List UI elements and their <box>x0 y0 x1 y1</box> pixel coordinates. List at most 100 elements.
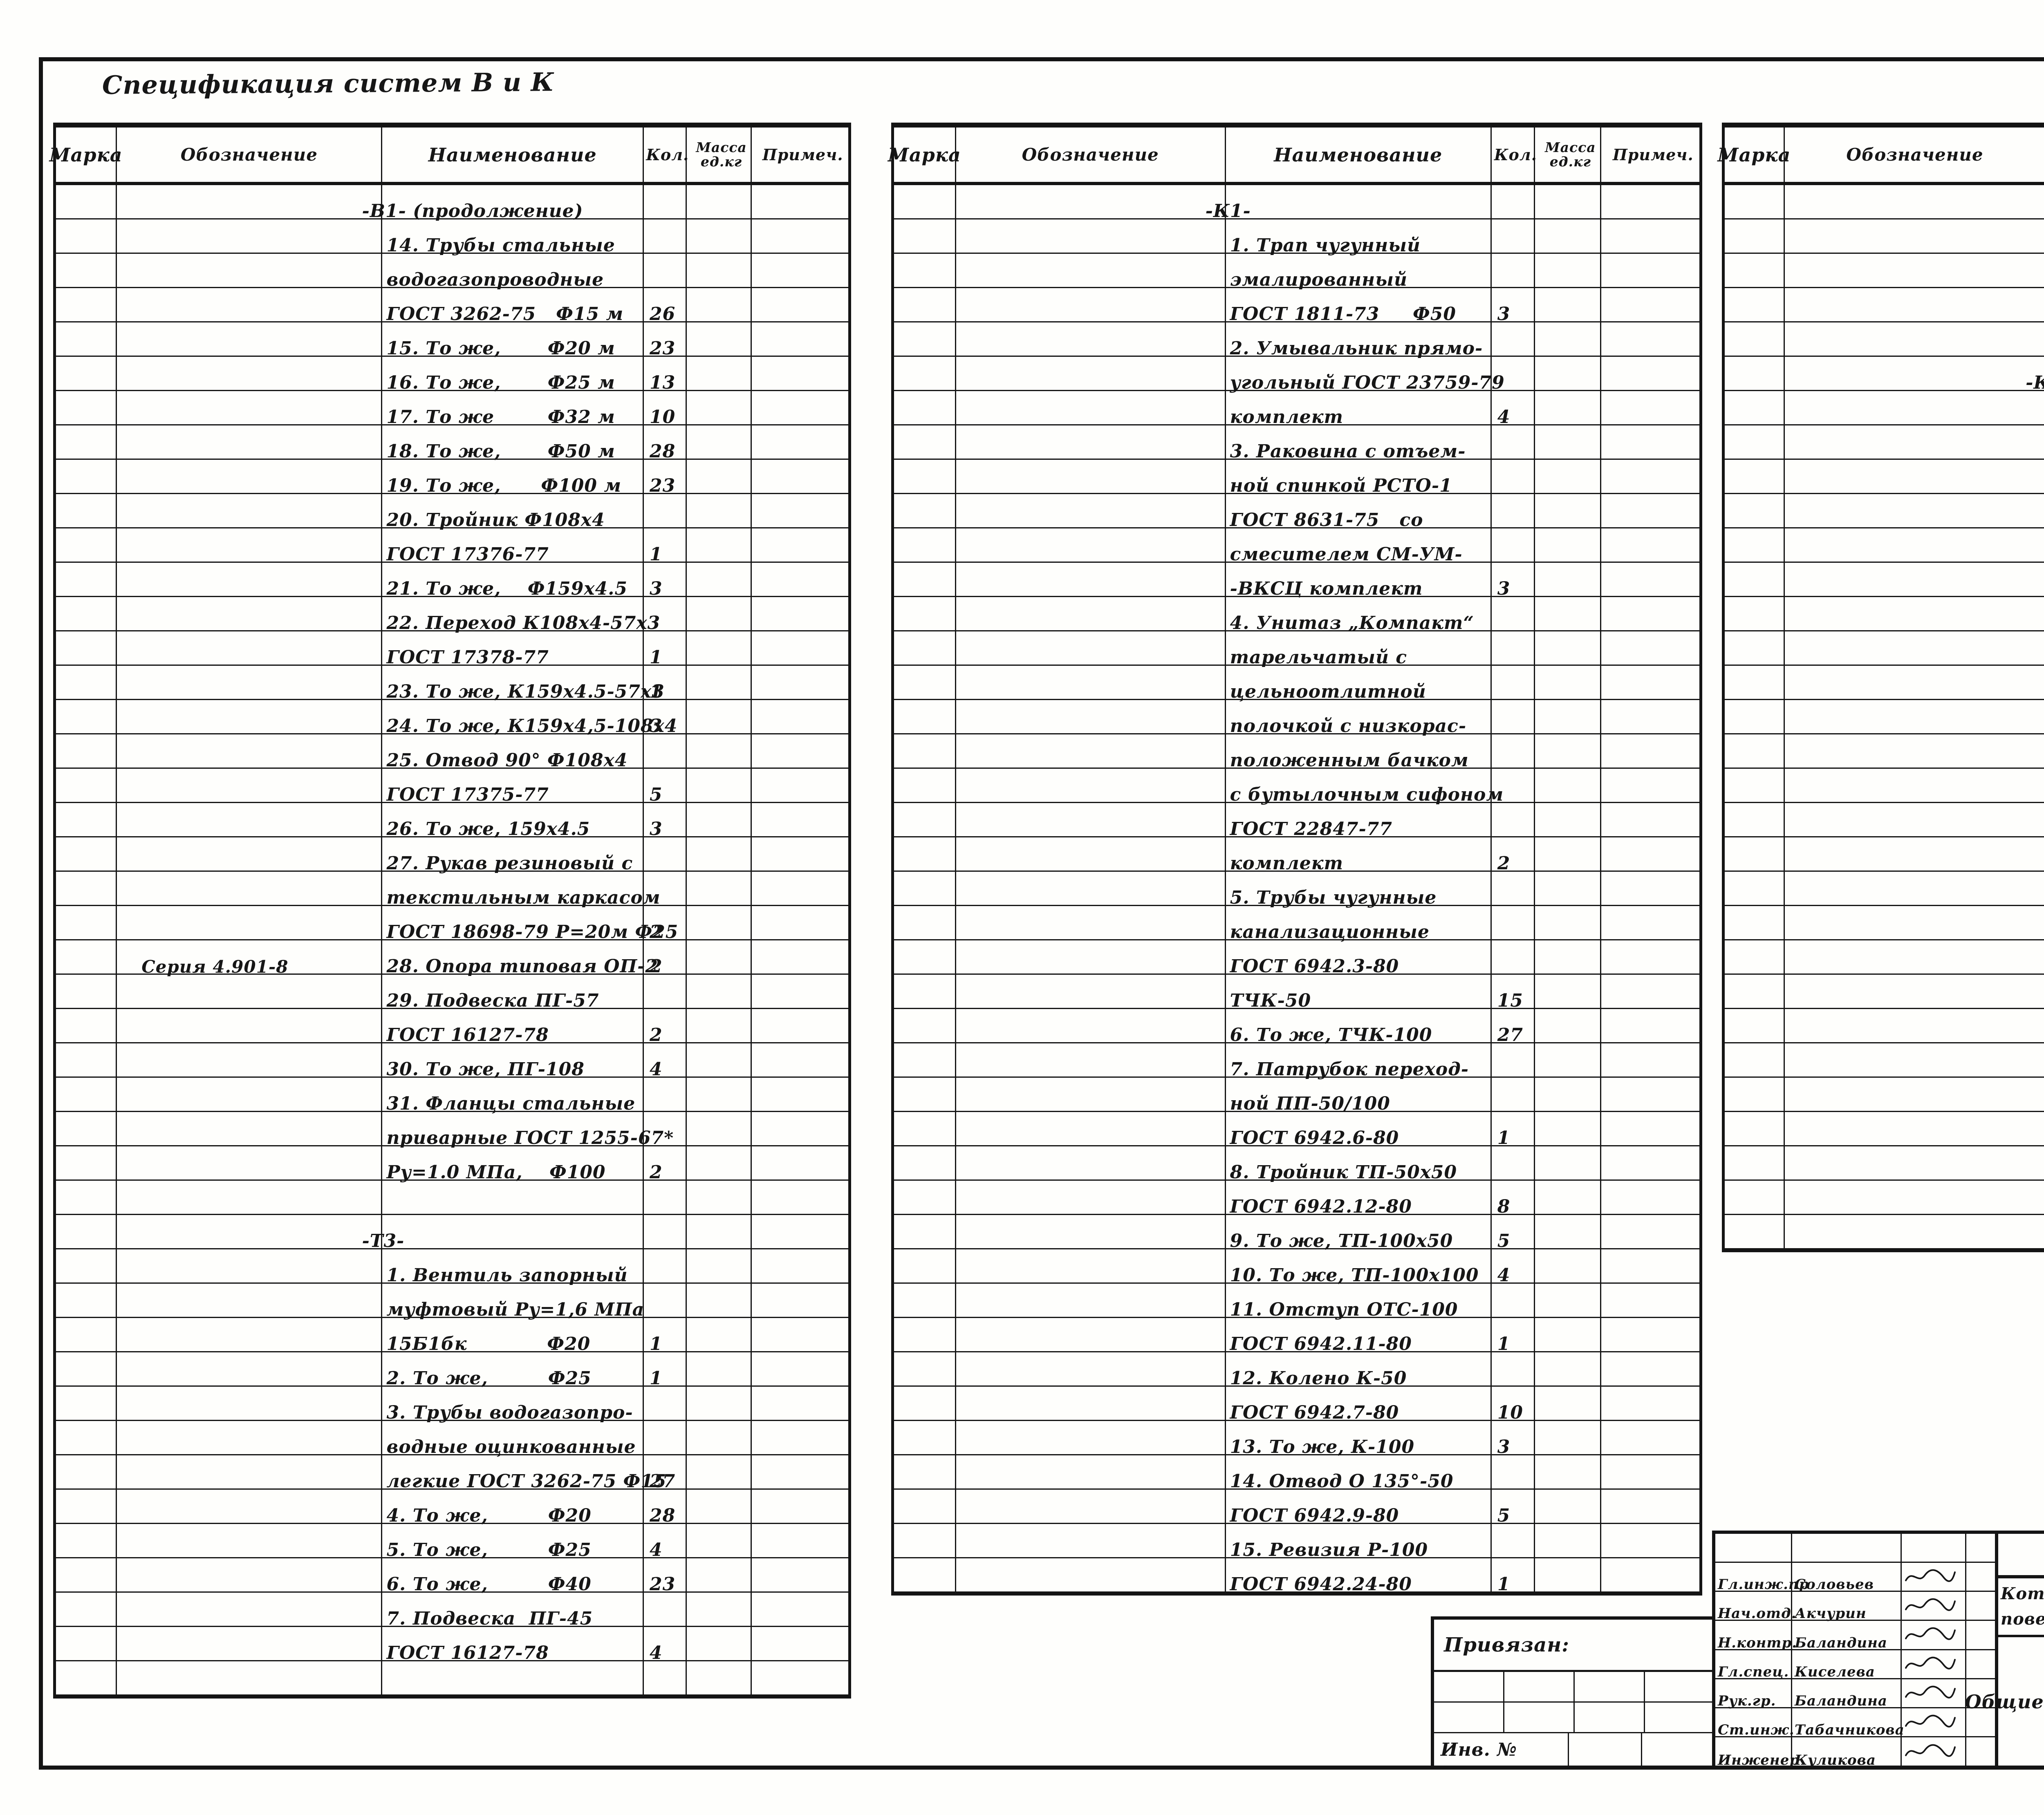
privyazan-block: Привязан: Инв. № <box>1431 1616 1715 1770</box>
cell-naimenovanie: ГОСТ 22847-77 <box>1226 803 1492 838</box>
sheet-title: Общие данные(продолжение) <box>1965 1690 2044 1713</box>
cell-oboznachenie <box>956 425 1226 460</box>
table-row: ГОСТ 17376-7710 <box>1725 734 2044 769</box>
sig-name-cell: Баландина <box>1792 1621 1902 1650</box>
cell-kol: 4 <box>643 1627 687 1662</box>
table-row: 27. Рукав резиновый с <box>56 837 848 873</box>
cell-massa <box>686 460 752 494</box>
cell-marka <box>1725 185 1785 219</box>
table-row: 15Б1бк Ф20 1 <box>56 1318 848 1353</box>
col-header-massa-text: Масса ед.кг <box>696 139 747 170</box>
sig-role-cell-text: Рук.гр. <box>1718 1692 1776 1709</box>
cell-naimenovanie-text: 20. Тройник Ф108х4 <box>386 510 605 530</box>
inv-number-label: Инв. № <box>1441 1739 1517 1760</box>
cell-kol: 27 <box>1491 1009 1535 1044</box>
sig-name-cell-text: Куликова <box>1795 1752 1876 1768</box>
cell-primech <box>1601 1215 1699 1249</box>
table-row: угольный ГОСТ 23759-79 <box>894 357 1699 393</box>
cell-marka <box>1725 837 1785 872</box>
cell-oboznachenie <box>1784 528 2044 563</box>
table-row: Ру=1.0 МПа, Ф100 2 <box>56 1146 848 1182</box>
sheet-title-cell: Общие данные(продолжение) <box>1965 1637 2044 1767</box>
cell-primech <box>751 254 848 288</box>
cell-naimenovanie: -Т3- <box>362 1215 644 1250</box>
cell-kol <box>643 254 687 288</box>
cell-oboznachenie <box>956 219 1226 254</box>
cell-marka <box>1725 631 1785 666</box>
cell-naimenovanie: 30. То же, ПГ-108 <box>382 1043 644 1079</box>
cell-primech <box>751 1078 848 1112</box>
cell-kol: 4 <box>643 1524 687 1559</box>
cell-marka <box>894 460 956 494</box>
cell-primech <box>751 1043 848 1078</box>
cell-massa <box>1535 631 1601 666</box>
cell-oboznachenie <box>117 528 383 563</box>
cell-marka <box>56 357 117 391</box>
table-row: 8. Тройник ТП-50х50 <box>894 1146 1699 1182</box>
cell-naimenovanie-text: с бутылочным сифоном <box>1230 784 1504 805</box>
cell-primech <box>751 1421 848 1455</box>
sig-name-cell: Табачникова <box>1792 1708 1904 1737</box>
sig-name-cell-text: Акчурин <box>1795 1605 1867 1622</box>
cell-marka <box>894 769 956 803</box>
sig-role-cell: Нач.отд. <box>1715 1592 1796 1621</box>
cell-oboznachenie <box>956 1352 1226 1387</box>
cell-kol <box>1491 1284 1535 1318</box>
cell-oboznachenie <box>956 357 1226 391</box>
cell-kol: 4 <box>1491 391 1535 426</box>
cell-marka <box>894 1318 956 1352</box>
cell-marka <box>56 391 117 425</box>
col-header-naimenovanie-text: Наименование <box>428 143 597 166</box>
signature-row: Инженер Куликова <box>1715 1737 1995 1768</box>
signature-scribble <box>1905 1685 1956 1699</box>
cell-massa <box>686 219 752 254</box>
cell-oboznachenie <box>956 631 1226 666</box>
cell-oboznachenie <box>1784 357 2044 391</box>
cell-naimenovanie-text: цельноотлитной <box>1230 681 1426 702</box>
cell-primech <box>751 1009 848 1043</box>
cell-primech <box>1601 219 1699 254</box>
cell-oboznachenie <box>117 357 383 391</box>
cell-kol-text: 3 <box>1497 304 1511 325</box>
cell-primech <box>1601 906 1699 940</box>
cell-kol <box>643 1661 687 1696</box>
col-header-oboznachenie: Обозначение <box>1785 128 2044 182</box>
col-header-marka: Марка <box>888 128 961 182</box>
cell-marka <box>894 1387 956 1421</box>
cell-oboznachenie <box>1784 975 2044 1009</box>
cell-marka <box>56 1387 117 1421</box>
privyazan-title-cell: Привязан: <box>1434 1620 1715 1672</box>
cell-oboznachenie <box>1784 734 2044 769</box>
cell-marka <box>1725 872 1785 906</box>
cell-primech <box>751 1249 848 1284</box>
cell-marka <box>56 1181 117 1215</box>
cell-oboznachenie <box>117 1284 383 1318</box>
table-row: ГОСТ 6942.7-80 10 <box>894 1387 1699 1422</box>
cell-naimenovanie: -В1- (продолжение) <box>362 185 644 220</box>
cell-primech <box>751 1387 848 1421</box>
cell-naimenovanie: полочкой с низкорас- <box>1226 700 1492 735</box>
cell-kol: 13 <box>643 357 687 392</box>
cell-marka <box>56 254 117 288</box>
cell-naimenovanie: 11. Отступ ОТС-100 <box>1226 1284 1492 1319</box>
cell-naimenovanie: ной ПП-50/100 <box>1226 1078 1492 1113</box>
table-row: 30. То же, ПГ-108 4 <box>56 1043 848 1079</box>
cell-primech <box>751 425 848 460</box>
cell-naimenovanie-text: угольный ГОСТ 23759-79 <box>1230 372 1505 393</box>
cell-kol-text: 23 <box>649 338 676 359</box>
cell-naimenovanie-text: ГОСТ 17378-77 <box>386 647 549 668</box>
cell-kol: 3 <box>643 563 687 598</box>
cell-marka <box>56 1249 117 1284</box>
cell-kol <box>643 1112 687 1146</box>
table-row: ГОСТ 22847-77 <box>894 803 1699 838</box>
table-row: -К1- <box>894 185 1699 220</box>
table-row: ГОСТ 6942.12-80 8 <box>894 1181 1699 1216</box>
cell-primech <box>1601 1455 1699 1490</box>
cell-kol: 2 <box>1491 837 1535 873</box>
title-info-block: Т.П. 903-1-213.84ВК Котельная с 4 котлам… <box>1965 1531 2044 1770</box>
cell-marka <box>894 803 956 837</box>
cell-naimenovanie: ГОСТ 17375-77 <box>382 769 644 804</box>
cell-oboznachenie <box>956 528 1226 563</box>
cell-kol <box>643 837 687 872</box>
cell-naimenovanie: ГОСТ 6942.6-80 <box>1226 1112 1492 1147</box>
